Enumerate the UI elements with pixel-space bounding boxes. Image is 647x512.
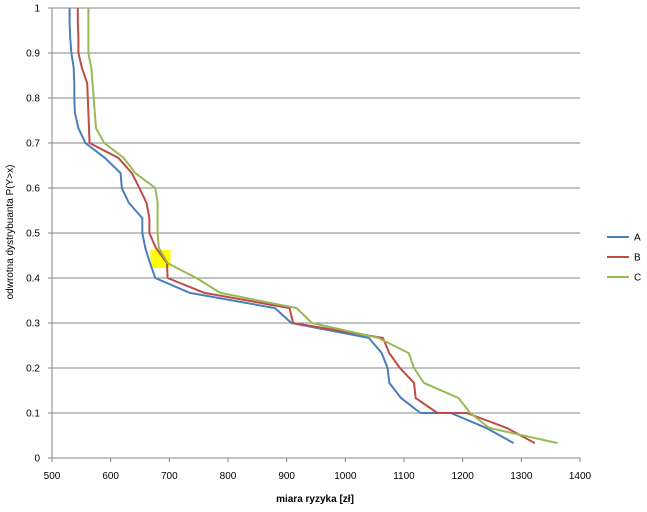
series-line-a [68, 8, 515, 444]
x-tick-label: 500 [44, 471, 61, 482]
y-tick-label: 0.2 [26, 364, 40, 375]
y-tick-labels: 0 0.1 0.2 0.3 0.4 0.5 0.6 0.7 0.8 0.9 1 [26, 4, 40, 465]
y-tick-label: 0.3 [26, 319, 40, 330]
x-tick-label: 1400 [569, 471, 592, 482]
y-tick-label: 0.7 [26, 139, 40, 150]
y-tick-label: 0 [34, 454, 40, 465]
x-tick-label: 1300 [510, 471, 533, 482]
series-line-c [87, 8, 558, 445]
y-tick-label: 0.6 [26, 184, 40, 195]
x-tick-label: 1100 [393, 471, 415, 482]
x-tick-label: 1200 [452, 471, 475, 482]
legend: ABC [607, 233, 641, 284]
y-tick-label: 0.1 [26, 409, 40, 420]
x-axis-label: miara ryzyka [zł] [276, 494, 354, 505]
highlight-box [150, 250, 171, 268]
y-tick-label: 1 [34, 4, 40, 15]
x-tick-label: 1000 [334, 471, 357, 482]
legend-label-c: C [634, 273, 641, 284]
x-tick-label: 900 [278, 471, 295, 482]
y-tick-label: 0.9 [26, 49, 40, 60]
legend-label-b: B [634, 253, 641, 264]
x-tick-label: 700 [161, 471, 178, 482]
highlight-layer [150, 250, 171, 268]
legend-label-a: A [634, 233, 641, 244]
y-tick-label: 0.5 [26, 229, 40, 240]
y-axis-label: odwrotna dystrybuanta P(Y>x) [5, 165, 16, 300]
x-tick-labels: 500 600 700 800 900 1000 1100 1200 1300 1400 [44, 471, 592, 482]
x-tick-label: 800 [220, 471, 237, 482]
y-tick-label: 0.4 [26, 274, 40, 285]
series-lines [68, 8, 558, 445]
y-tick-label: 0.8 [26, 94, 40, 105]
series-line-b [76, 8, 536, 444]
x-tick-label: 600 [102, 471, 119, 482]
axes [48, 7, 581, 462]
